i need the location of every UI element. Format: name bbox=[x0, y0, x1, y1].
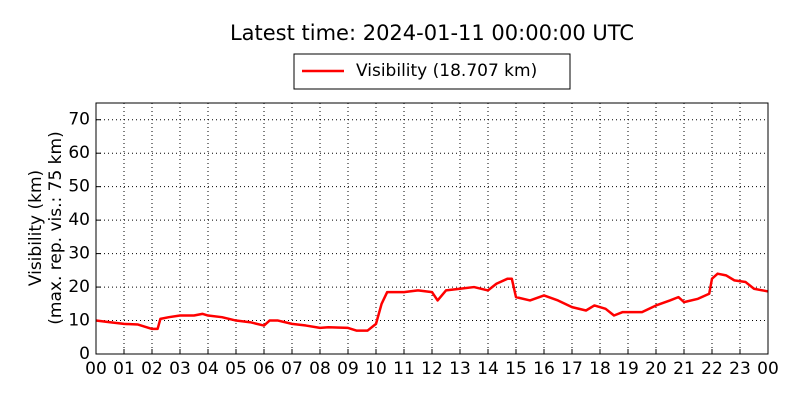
x-tick-label: 17 bbox=[561, 359, 583, 379]
x-tick-label: 18 bbox=[589, 359, 611, 379]
plot-frame bbox=[95, 102, 769, 355]
x-tick-label: 15 bbox=[505, 359, 527, 379]
x-tick-label: 10 bbox=[365, 359, 387, 379]
chart-title: Latest time: 2024-01-11 00:00:00 UTC bbox=[230, 21, 634, 45]
y-tick-label: 30 bbox=[68, 244, 90, 264]
x-tick-label: 16 bbox=[533, 359, 555, 379]
y-axis-label: Visibility (km) bbox=[26, 170, 46, 286]
x-tick-label: 19 bbox=[617, 359, 639, 379]
y-tick-label: 40 bbox=[68, 210, 90, 230]
x-tick-label: 07 bbox=[281, 359, 303, 379]
x-tick-label: 09 bbox=[337, 359, 359, 379]
x-tick-label: 13 bbox=[449, 359, 471, 379]
x-tick-label: 12 bbox=[421, 359, 443, 379]
x-tick-label: 02 bbox=[141, 359, 163, 379]
x-tick-label: 23 bbox=[729, 359, 751, 379]
x-tick-label: 11 bbox=[393, 359, 415, 379]
legend-label: Visibility (18.707 km) bbox=[356, 61, 537, 81]
x-tick-label: 01 bbox=[113, 359, 135, 379]
x-tick-label: 21 bbox=[673, 359, 695, 379]
x-tick-label: 22 bbox=[701, 359, 723, 379]
x-tick-label: 20 bbox=[645, 359, 667, 379]
y-tick-label: 60 bbox=[68, 143, 90, 163]
y-tick-label: 20 bbox=[68, 277, 90, 297]
data-line bbox=[95, 272, 769, 332]
x-tick-label: 05 bbox=[225, 359, 247, 379]
x-tick-label: 00 bbox=[85, 359, 107, 379]
x-tick-label: 08 bbox=[309, 359, 331, 379]
x-tick-label: 00 bbox=[757, 359, 779, 379]
y-tick-label: 70 bbox=[68, 110, 90, 130]
y-tick-label: 0 bbox=[79, 344, 90, 364]
y-axis-label: (max. rep. vis.: 75 km) bbox=[46, 131, 66, 324]
x-tick-label: 06 bbox=[253, 359, 275, 379]
y-tick-label: 10 bbox=[68, 311, 90, 331]
x-tick-label: 03 bbox=[169, 359, 191, 379]
x-tick-label: 14 bbox=[477, 359, 499, 379]
y-tick-label: 50 bbox=[68, 177, 90, 197]
x-tick-label: 04 bbox=[197, 359, 219, 379]
